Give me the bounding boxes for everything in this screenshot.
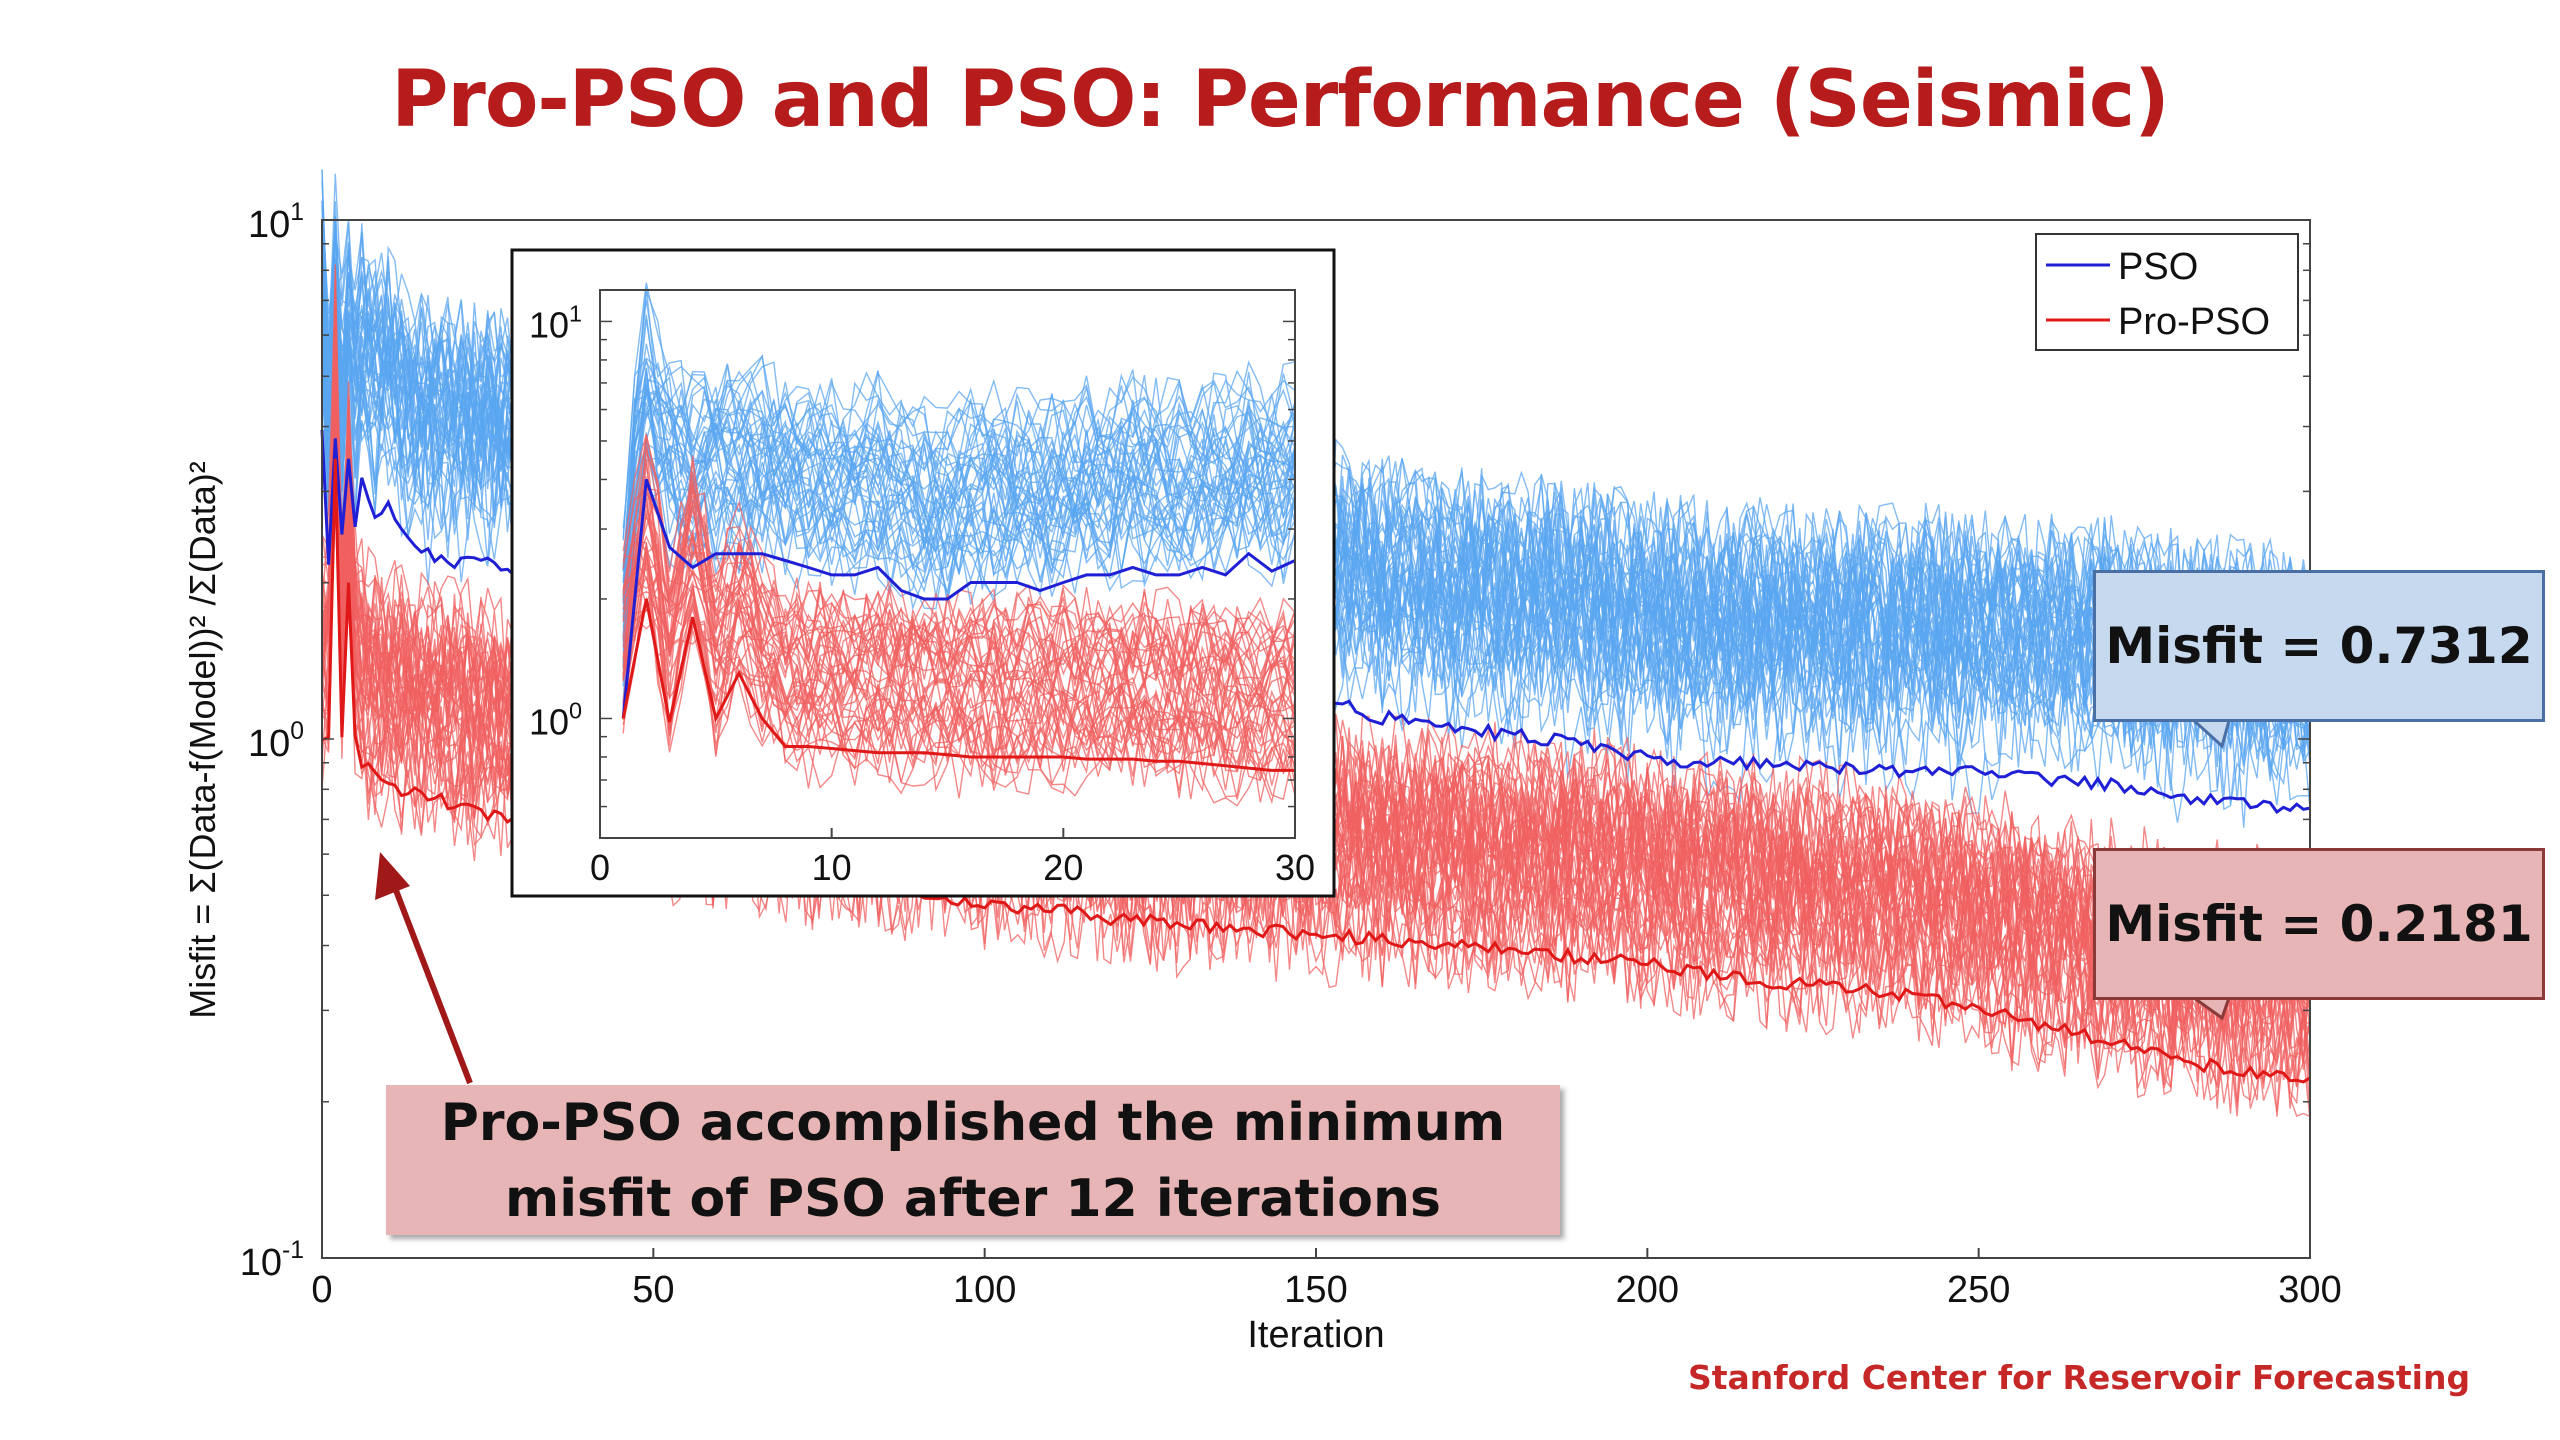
annotation-arrow xyxy=(375,852,473,1085)
legend-label-pro-pso: Pro-PSO xyxy=(2118,301,2270,343)
x-tick-label: 150 xyxy=(1284,1269,1347,1311)
x-tick-label: 0 xyxy=(590,847,610,888)
pro-pso-ensemble-line xyxy=(622,482,1296,739)
pro-pso-ensemble-line xyxy=(622,435,1296,694)
pso-ensemble-line xyxy=(622,407,1296,669)
pso-best-line xyxy=(621,478,1296,719)
pro-pso-ensemble-line xyxy=(622,584,1296,772)
pro-pso-ensemble-line xyxy=(622,482,1296,726)
pro-pso-ensemble-line xyxy=(622,463,1296,719)
pso-ensemble-line xyxy=(622,377,1296,640)
pso-ensemble-line xyxy=(622,359,1296,600)
footer-credit: Stanford Center for Reservoir Forecastin… xyxy=(1688,1358,2471,1397)
pro-pso-ensemble-line xyxy=(622,570,1296,775)
arrow-head xyxy=(375,852,410,900)
pro-pso-ensemble-line xyxy=(622,458,1296,702)
inset-axes-frame xyxy=(599,289,1296,839)
pso-ensemble-line xyxy=(622,393,1296,642)
pro-pso-ensemble-line xyxy=(622,602,1296,803)
callout-pso-misfit: Misfit = 0.7312 xyxy=(2093,570,2545,722)
annotation-line-1: Pro-PSO accomplished the minimum xyxy=(440,1093,1506,1153)
y-axis-label: Misfit = Σ(Data-f(Model))² /Σ(Data)² xyxy=(182,461,223,1019)
pso-ensemble-line xyxy=(622,378,1296,604)
x-tick-label: 100 xyxy=(953,1269,1016,1311)
pso-ensemble-line xyxy=(622,397,1296,622)
x-axis-label: Iteration xyxy=(1247,1314,1384,1356)
pso-ensemble-line xyxy=(622,360,1296,637)
pso-ensemble-line xyxy=(622,443,1296,711)
legend: PSO Pro-PSO xyxy=(2035,233,2299,351)
pro-pso-ensemble-line xyxy=(622,544,1296,793)
pso-ensemble-line xyxy=(622,282,1296,541)
x-tick-label: 300 xyxy=(2278,1269,2341,1311)
pro-pso-ensemble-line xyxy=(622,570,1296,769)
pso-ensemble-line xyxy=(622,361,1296,570)
arrow-shaft xyxy=(389,878,473,1085)
pso-ensemble-line xyxy=(622,290,1296,529)
x-tick-label: 30 xyxy=(1275,847,1315,888)
pso-ensemble-line xyxy=(622,386,1296,668)
pro-pso-ensemble-line xyxy=(622,446,1296,686)
pro-pso-ensemble-line xyxy=(622,434,1296,676)
pro-pso-ensemble-line xyxy=(622,440,1296,711)
annotation-line-2: misfit of PSO after 12 iterations xyxy=(505,1169,1441,1229)
legend-label-pso: PSO xyxy=(2118,246,2198,288)
x-tick-label: 10 xyxy=(812,847,852,888)
slide-title: Pro-PSO and PSO: Performance (Seismic) xyxy=(391,55,2170,145)
callout-pro-pso-misfit: Misfit = 0.2181 xyxy=(2093,848,2545,1000)
pso-ensemble-line xyxy=(622,299,1296,583)
legend-box xyxy=(2035,233,2299,351)
inset-best-lines xyxy=(621,478,1296,772)
pso-ensemble-line xyxy=(622,387,1296,584)
y-tick-label: 101 xyxy=(248,199,304,246)
y-tick-label: 100 xyxy=(248,718,304,765)
x-tick-label: 200 xyxy=(1616,1269,1679,1311)
x-tick-label: 20 xyxy=(1043,847,1083,888)
y-tick-label: 10-1 xyxy=(240,1237,304,1284)
x-tick-label: 0 xyxy=(311,1269,332,1311)
annotation-box: Pro-PSO accomplished the minimum misfit … xyxy=(386,1085,1560,1235)
inset-ensemble-lines xyxy=(622,282,1296,807)
pso-ensemble-line xyxy=(622,368,1296,687)
pro-pso-best-line xyxy=(621,598,1295,772)
x-tick-label: 250 xyxy=(1947,1269,2010,1311)
pso-ensemble-line xyxy=(622,367,1296,664)
x-tick-label: 50 xyxy=(632,1269,674,1311)
